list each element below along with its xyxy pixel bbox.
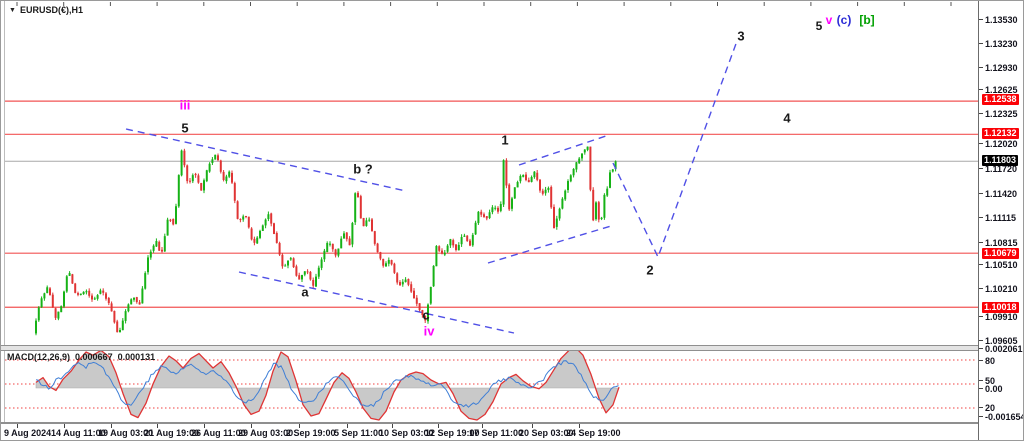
macd-scale--0.001654: -0.001654 <box>979 412 1024 422</box>
price-tick-1.10815: 1.10815 <box>979 238 1018 248</box>
time-label: 19 Aug 03:00 <box>98 428 154 438</box>
wave-label-c[interactable]: c <box>422 307 430 323</box>
time-label: 14 Aug 11:00 <box>51 428 106 438</box>
price-tick-1.10210: 1.10210 <box>979 284 1018 294</box>
time-axis[interactable]: 9 Aug 2024 14 Aug 11:00 19 Aug 03:00 21 Aug… <box>1 424 978 440</box>
trendlines[interactable] <box>125 40 738 334</box>
time-tick <box>157 424 158 428</box>
wave-label-a[interactable]: a <box>301 284 309 300</box>
time-tick <box>482 424 483 428</box>
macd-scale-80: 80 <box>978 356 996 366</box>
price-tick-1.09910: 1.09910 <box>979 312 1018 322</box>
trendline-3[interactable] <box>487 225 612 264</box>
price-axis[interactable]: 1.13530 1.13230 1.12930 1.12625 1.12325 1.120… <box>978 1 1024 440</box>
candles <box>35 146 617 336</box>
time-tick <box>251 424 252 428</box>
trendline-4[interactable] <box>518 135 607 166</box>
time-label: 21 Aug 19:00 <box>144 428 200 438</box>
macd-indicator-label: MACD(12,26,9) 0.000667 0.000131 <box>7 352 155 362</box>
price-tick-1.12625: 1.12625 <box>979 85 1018 95</box>
price-tick-1.12325: 1.12325 <box>979 109 1018 119</box>
time-label: 20 Sep 03:00 <box>519 428 574 438</box>
wave-label-4[interactable]: 4 <box>783 110 791 126</box>
wave-label-3[interactable]: 3 <box>737 28 745 44</box>
macd-value-1: 0.000667 <box>75 352 113 362</box>
wave-label-1[interactable]: 1 <box>501 132 509 148</box>
wave-label-2[interactable]: 2 <box>646 262 654 278</box>
wave-label-b?[interactable]: b ? <box>353 161 373 177</box>
price-tick-1.12020: 1.12020 <box>979 139 1018 149</box>
top-ruler-ticks <box>16 2 952 6</box>
price-badge-1.10018: 1.10018 <box>982 302 1019 313</box>
wave-label-5[interactable]: 5 <box>181 120 189 136</box>
time-label: 2 Sep 19:00 <box>286 428 336 438</box>
price-tick-1.11420: 1.11420 <box>978 189 1018 199</box>
macd-bottom-border <box>1 422 978 424</box>
time-tick <box>17 424 18 428</box>
macd-value-2: 0.000131 <box>117 352 156 362</box>
time-label: 26 Aug 11:00 <box>191 428 246 438</box>
price-badge-1.12132: 1.12132 <box>982 128 1019 139</box>
time-tick <box>299 424 300 428</box>
macd-name: MACD(12,26,9) <box>7 352 71 362</box>
price-badge-1.12538: 1.12538 <box>982 94 1019 105</box>
trendline-5[interactable] <box>612 40 738 259</box>
chart-title-bar: ▼ EURUSD(€),H1 <box>9 5 83 15</box>
macd-main-line <box>35 360 619 408</box>
price-tick-1.13230: 1.13230 <box>979 39 1018 49</box>
time-tick <box>532 424 533 428</box>
price-tick-1.10510: 1.10510 <box>979 260 1018 270</box>
wave-label-iii[interactable]: iii <box>179 97 191 113</box>
time-tick <box>111 424 112 428</box>
time-label: 5 Sep 11:00 <box>334 428 384 438</box>
time-tick <box>347 424 348 428</box>
wave-label-5[interactable]: 5 <box>815 19 823 33</box>
time-label: 29 Aug 03:00 <box>238 428 294 438</box>
time-label: 24 Sep 19:00 <box>566 428 621 438</box>
macd-scale-0.002061: 0.002061 <box>979 344 1023 354</box>
price-badge-1.11803: 1.11803 <box>982 155 1019 166</box>
wave-label-iv[interactable]: iv <box>423 323 435 339</box>
chart-symbol-title: EURUSD(€),H1 <box>19 5 83 15</box>
time-tick <box>579 424 580 428</box>
time-tick <box>64 424 65 428</box>
price-tick-1.12930: 1.12930 <box>979 63 1018 73</box>
macd-scale-50: 50 <box>978 376 996 386</box>
price-badge-1.10679: 1.10679 <box>982 248 1019 259</box>
horizontal-lines[interactable] <box>5 100 978 308</box>
time-label: 10 Sep 03:00 <box>379 428 434 438</box>
macd-signal-line <box>35 351 620 421</box>
wave-label-[b][interactable]: [b] <box>859 13 875 27</box>
trendline-1[interactable] <box>125 128 407 192</box>
wave-label-v[interactable]: v <box>825 13 833 27</box>
time-label: 17 Sep 11:00 <box>469 428 524 438</box>
price-tick-1.11115: 1.11115 <box>978 213 1017 223</box>
price-tick-1.09605: 1.09605 <box>979 336 1018 346</box>
price-tick-1.11720: 1.11720 <box>978 164 1018 174</box>
time-tick <box>438 424 439 428</box>
price-tick-1.13530: 1.13530 <box>979 15 1018 25</box>
panel-separator[interactable] <box>1 345 978 351</box>
chart-dropdown-triangle-icon[interactable]: ▼ <box>9 6 16 14</box>
wave-label-(c)[interactable]: (c) <box>836 13 852 27</box>
time-label: 9 Aug 2024 <box>4 428 52 438</box>
time-tick <box>204 424 205 428</box>
macd-scale-0.00: 0.00 <box>979 384 1003 394</box>
trendline-2[interactable] <box>238 271 515 334</box>
macd-scale-20: 20 <box>978 403 996 413</box>
window-left-border <box>4 1 5 440</box>
time-label: 12 Sep 19:00 <box>425 428 480 438</box>
time-tick <box>392 424 393 428</box>
